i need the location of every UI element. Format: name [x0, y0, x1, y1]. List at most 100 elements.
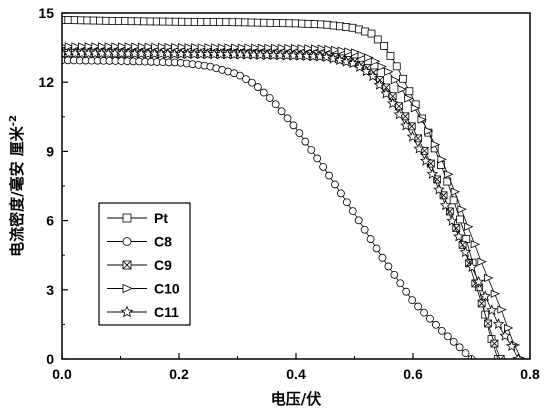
data-point	[367, 70, 379, 82]
data-point	[399, 74, 407, 83]
data-point	[496, 355, 505, 359]
data-point	[449, 196, 458, 205]
data-point	[350, 48, 361, 57]
data-point	[373, 35, 382, 44]
data-point	[366, 235, 375, 243]
legend-entry-c9: C9	[107, 257, 172, 273]
legend-label: C11	[154, 304, 179, 320]
data-point	[499, 329, 511, 341]
data-point	[400, 119, 412, 131]
data-point	[490, 339, 499, 348]
data-point	[437, 155, 447, 164]
data-point	[177, 43, 188, 52]
data-point	[380, 41, 389, 50]
data-point	[271, 100, 280, 109]
data-point	[98, 42, 108, 51]
data-point	[104, 42, 115, 51]
data-point	[295, 129, 304, 138]
data-point	[373, 78, 386, 90]
data-point	[406, 130, 419, 142]
data-point	[330, 45, 341, 55]
data-point	[360, 225, 369, 234]
x-tick-label: 0.2	[169, 366, 189, 382]
data-point	[304, 44, 314, 53]
data-point	[386, 97, 399, 109]
data-point	[301, 137, 310, 146]
data-point	[384, 67, 394, 76]
y-tick-label: 0	[46, 351, 54, 367]
data-point	[459, 246, 472, 258]
data-point	[231, 43, 241, 52]
data-point	[197, 43, 208, 52]
data-point	[236, 71, 244, 80]
data-point	[433, 183, 445, 195]
y-tick-label: 6	[46, 213, 54, 229]
data-point	[360, 65, 372, 77]
legend-marker	[120, 305, 134, 318]
data-point	[144, 42, 155, 51]
data-point	[479, 290, 491, 302]
data-point	[497, 305, 507, 314]
data-point	[137, 42, 148, 51]
data-point	[364, 53, 374, 62]
y-axis-title-text: 电流密度/毫安 厘米	[8, 125, 26, 257]
x-axis-title: 电压/伏	[271, 390, 321, 408]
data-point	[283, 114, 292, 123]
data-point	[405, 87, 414, 96]
data-point	[184, 43, 194, 52]
data-point	[466, 261, 478, 272]
data-point	[277, 107, 286, 116]
data-point	[477, 257, 487, 266]
data-point	[324, 44, 334, 54]
y-tick-label: 3	[46, 282, 54, 298]
data-point	[437, 326, 446, 335]
legend-box	[98, 202, 191, 326]
data-point	[380, 87, 392, 99]
data-point	[131, 42, 141, 51]
data-point	[242, 75, 250, 84]
data-point	[384, 262, 393, 271]
data-point	[461, 349, 470, 358]
data-point	[354, 216, 363, 225]
data-point	[424, 126, 434, 136]
data-point	[211, 43, 221, 52]
data-point	[151, 42, 161, 51]
data-point	[157, 42, 168, 52]
data-point	[248, 78, 256, 87]
data-point	[331, 180, 339, 189]
data-point	[430, 140, 441, 149]
data-point	[191, 43, 201, 52]
x-tick-label: 0.8	[520, 366, 540, 382]
legend-entry-c8: C8	[107, 234, 172, 250]
data-point	[504, 323, 514, 333]
data-point	[84, 42, 95, 51]
data-point	[512, 352, 525, 359]
x-tick-label: 0.6	[403, 366, 423, 382]
data-point	[224, 43, 234, 52]
data-point	[357, 50, 367, 60]
data-point	[117, 42, 128, 51]
data-point	[414, 302, 422, 311]
data-point	[344, 47, 354, 56]
data-point	[457, 205, 467, 214]
data-point	[289, 121, 298, 130]
data-point	[443, 332, 452, 341]
data-point	[450, 187, 461, 196]
data-point	[337, 189, 345, 198]
data-point	[337, 46, 348, 55]
legend-marker	[122, 213, 132, 223]
data-point	[390, 270, 399, 279]
data-point	[367, 29, 376, 38]
y-tick-label: 15	[38, 5, 54, 21]
data-point	[417, 115, 427, 124]
data-point	[390, 75, 401, 85]
x-tick-label: 0.4	[286, 366, 306, 382]
data-point	[311, 44, 321, 53]
legend: Pt C8 C9 C10 C11	[98, 202, 191, 326]
data-point	[372, 244, 381, 253]
legend-marker	[122, 283, 133, 294]
data-point	[378, 253, 387, 262]
data-point	[410, 104, 421, 113]
data-point	[484, 319, 492, 328]
series-c11	[62, 47, 525, 359]
